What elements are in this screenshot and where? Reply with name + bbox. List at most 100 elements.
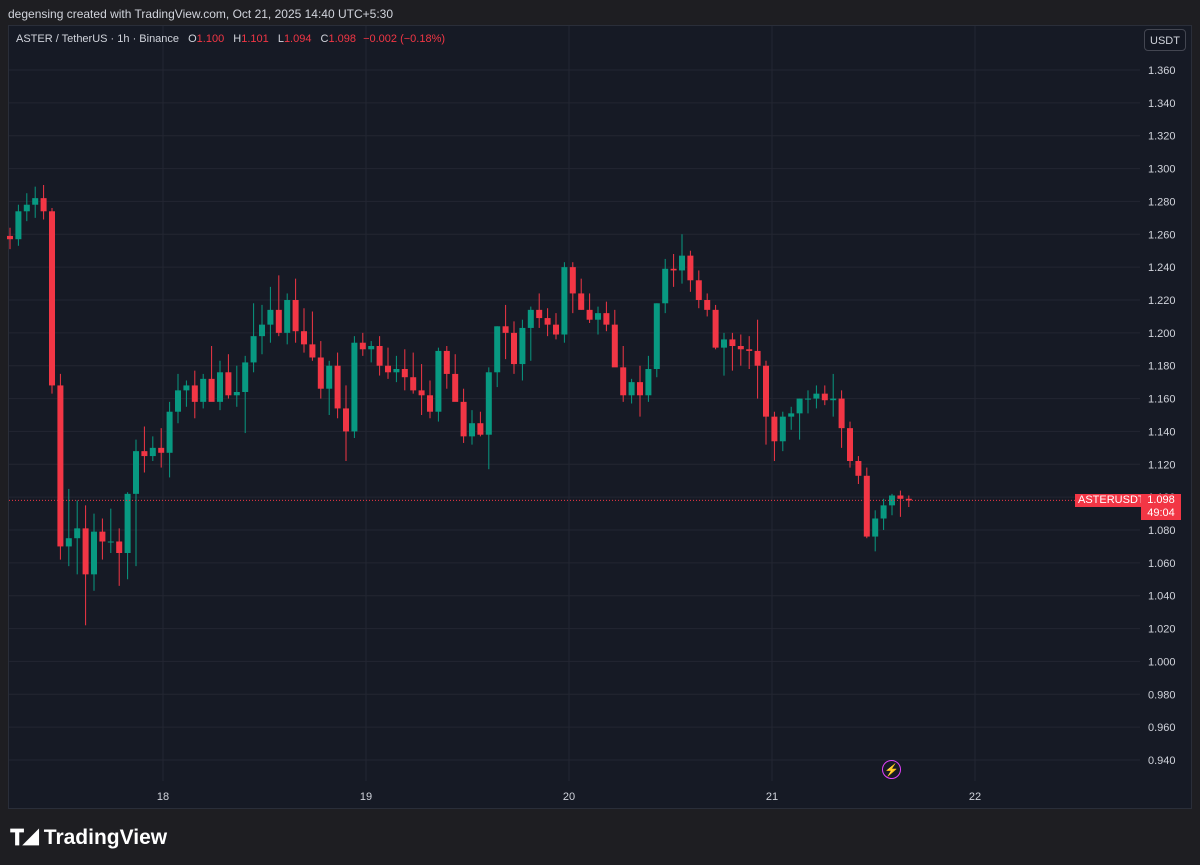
candle-body — [309, 344, 316, 358]
candle-body — [527, 309, 534, 328]
candle-body — [662, 268, 669, 304]
last-price-value: 1.098 — [1147, 494, 1175, 506]
candle-body — [477, 423, 484, 435]
candle — [393, 355, 400, 383]
candle — [603, 301, 610, 332]
candle — [183, 380, 190, 407]
y-tick-label: 1.020 — [1148, 624, 1176, 636]
candle-body — [679, 255, 685, 271]
candle-body — [712, 309, 719, 348]
y-tick-label: 0.980 — [1148, 689, 1176, 701]
candle-body — [620, 367, 627, 396]
candle-body — [376, 346, 383, 366]
candle-body — [897, 495, 904, 499]
candle — [191, 370, 198, 419]
candle-body — [74, 528, 81, 539]
candle-body — [443, 350, 450, 374]
candle — [712, 304, 719, 350]
candle — [175, 373, 181, 424]
high-label: H — [233, 33, 242, 45]
candle — [872, 510, 879, 552]
candle-body — [830, 398, 837, 401]
candle — [7, 227, 13, 250]
candle — [754, 319, 761, 399]
candle-body — [200, 378, 207, 402]
open-value: 1.100 — [196, 33, 225, 45]
candle — [275, 275, 282, 337]
tradingview-logo[interactable]: 𝐓◢ TradingView — [10, 825, 167, 851]
candle — [267, 286, 274, 343]
candle — [334, 352, 341, 419]
candle — [502, 304, 509, 360]
candle-body — [217, 372, 223, 402]
candle-body — [796, 398, 803, 414]
candle — [326, 360, 333, 415]
time-axis: 18 19 20 21 22 — [157, 791, 981, 803]
candle-body — [502, 326, 509, 333]
candle-body — [267, 309, 274, 325]
candle-body — [57, 385, 64, 547]
candle — [653, 303, 660, 378]
candle-body — [183, 385, 190, 391]
chart-pane[interactable] — [8, 25, 1192, 809]
candle-body — [721, 339, 727, 348]
y-tick-label: 1.320 — [1148, 131, 1176, 143]
candle — [259, 304, 265, 355]
candle-body — [754, 350, 761, 366]
candle — [359, 332, 366, 356]
candle — [519, 319, 526, 381]
candle-body — [511, 332, 517, 365]
candle — [158, 428, 165, 468]
candle — [99, 518, 106, 560]
candle-body — [7, 235, 13, 240]
candle — [645, 355, 652, 402]
candle — [830, 373, 837, 417]
candle-body — [595, 313, 601, 320]
candle-body — [141, 451, 148, 457]
candle — [897, 490, 904, 517]
candle-body — [746, 349, 753, 351]
candle — [452, 354, 459, 402]
lightning-icon[interactable]: ⚡ — [882, 760, 901, 779]
candle — [863, 467, 870, 539]
candle — [670, 254, 677, 287]
low-label: L — [277, 33, 284, 45]
candle-body — [418, 390, 425, 396]
candle-body — [485, 372, 492, 435]
candle — [855, 456, 862, 484]
candle — [233, 365, 240, 407]
candle — [351, 336, 358, 438]
candle — [149, 436, 156, 461]
candle-body — [225, 372, 232, 396]
candle-body — [788, 413, 795, 417]
y-tick-label: 1.080 — [1148, 525, 1176, 537]
x-tick-label: 18 — [157, 791, 169, 803]
y-tick-label: 1.200 — [1148, 328, 1176, 340]
candle-body — [544, 318, 551, 325]
candle-body — [569, 267, 576, 294]
candle — [536, 293, 543, 328]
candle — [779, 411, 786, 452]
candle-body — [317, 357, 324, 389]
candle — [460, 388, 467, 443]
candle — [401, 349, 408, 391]
y-tick-label: 1.180 — [1148, 361, 1176, 373]
candle-body — [208, 378, 215, 402]
candle-body — [343, 408, 349, 432]
candle — [469, 410, 475, 445]
candle — [578, 278, 585, 310]
candle — [343, 385, 349, 461]
symbol-label[interactable]: ASTER / TetherUS · 1h · Binance — [16, 33, 180, 45]
candle-body — [553, 324, 559, 335]
candle — [763, 360, 769, 445]
candle — [628, 378, 635, 404]
candle — [905, 495, 912, 507]
currency-unit-button[interactable]: USDT — [1144, 29, 1186, 51]
candle-body — [32, 198, 39, 205]
candle — [821, 385, 828, 406]
y-tick-label: 0.960 — [1148, 722, 1176, 734]
candle — [561, 262, 568, 343]
candle — [91, 513, 97, 591]
candle-body — [40, 198, 47, 212]
